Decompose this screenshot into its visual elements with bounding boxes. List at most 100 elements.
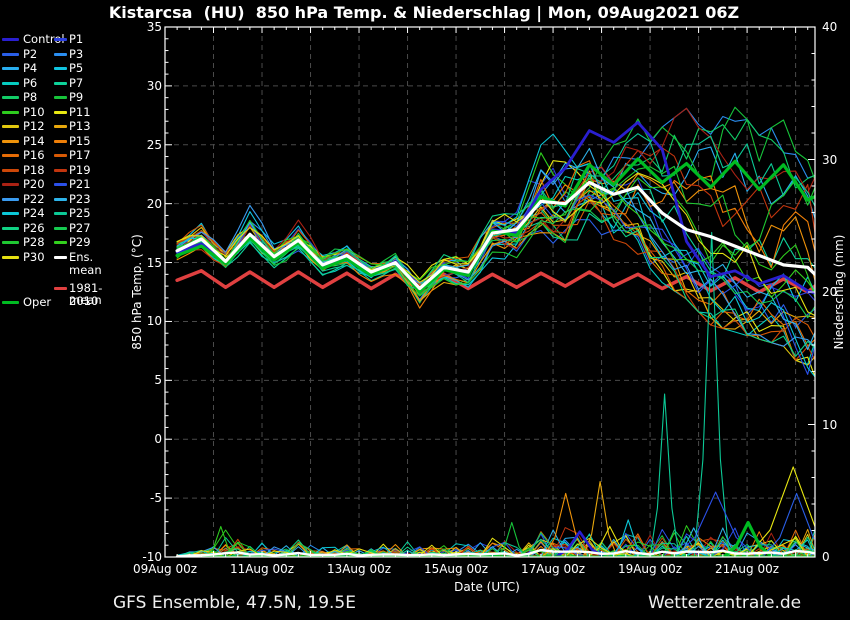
legend-swatch-p15	[54, 139, 67, 143]
legend-label-p19: P19	[69, 162, 91, 177]
series-temp-oper	[175, 157, 815, 294]
y-left-tick-neg5: -5	[150, 491, 162, 505]
legend-label-p7: P7	[69, 75, 84, 90]
legend-label-p21: P21	[69, 177, 91, 191]
legend-label-oper: Oper	[23, 295, 52, 309]
series-temp-ens-mean	[175, 180, 815, 291]
legend-swatch-p12	[2, 125, 19, 128]
footer-model-info: GFS Ensemble, 47.5N, 19.5E	[113, 593, 356, 613]
legend-label-ens-mean: Ens. mean	[69, 249, 102, 277]
legend-label-p20: P20	[23, 177, 45, 191]
legend-swatch-p29	[54, 241, 67, 244]
legend-swatch-p18	[2, 168, 19, 172]
legend-label-p9: P9	[69, 90, 84, 104]
legend-label-p1: P1	[69, 32, 84, 46]
y-right-tick-0: 0	[822, 550, 830, 564]
series-temp-p9	[176, 106, 815, 293]
y-right-tick-20: 20	[822, 285, 838, 299]
legend-swatch-p2	[2, 52, 19, 56]
precip-spike-p24	[610, 519, 646, 557]
precip-spike-p2	[762, 492, 815, 557]
precip-spike-p25	[649, 393, 680, 557]
legend-swatch-p21	[54, 183, 67, 186]
legend-label-p3: P3	[69, 46, 84, 61]
x-axis-label: Date (UTC)	[454, 580, 520, 594]
legend-swatch-p17	[54, 154, 67, 157]
y-left-tick-15: 15	[146, 256, 162, 270]
y-right-tick-30: 30	[822, 153, 838, 167]
x-tick-11aug: 11Aug 00z	[229, 562, 295, 576]
chart-title: Kistarcsa (HU) 850 hPa Temp. & Niedersch…	[108, 3, 740, 22]
series-temp-p11	[176, 160, 815, 378]
legend-swatch-p16	[2, 154, 19, 157]
legend-swatch-oper	[2, 301, 19, 304]
legend-swatch-p4	[2, 67, 19, 70]
legend-swatch-p9	[54, 96, 67, 99]
y-left-tick-30: 30	[146, 79, 162, 93]
legend-label-p10: P10	[23, 104, 45, 119]
legend-label-p27: P27	[69, 220, 91, 235]
legend-label-p5: P5	[69, 61, 84, 75]
legend-label-p18: P18	[23, 162, 45, 177]
x-tick-19aug: 19Aug 00z	[617, 562, 683, 576]
plot-area	[165, 27, 815, 557]
legend-swatch-p26	[2, 226, 19, 230]
legend-label-p4: P4	[23, 61, 38, 75]
series-precip-p15	[176, 531, 815, 557]
legend-label-p13: P13	[69, 119, 91, 133]
legend-label-control: Control	[23, 32, 65, 46]
series-precip-ens-mean	[175, 548, 815, 557]
footer-site-name: Wetterzentrale.de	[648, 593, 802, 613]
y-left-axis-label: 850 hPa Temp. (°C)	[130, 234, 144, 350]
legend-label-p8: P8	[23, 90, 38, 104]
series-precip-p22	[176, 544, 815, 557]
legend-swatch-p5	[54, 67, 67, 70]
precip-spike-p25	[693, 231, 730, 557]
legend-label-p6: P6	[23, 75, 38, 90]
legend-swatch-p20	[2, 183, 19, 186]
series-temp-p6	[176, 174, 815, 365]
legend-swatch-p19	[54, 168, 67, 172]
y-left-tick-5: 5	[154, 373, 162, 387]
legend-swatch-p6	[2, 81, 19, 85]
y-left-tick-neg10: -10	[142, 550, 162, 564]
legend-swatch-p30	[2, 255, 19, 259]
series-temp-control	[175, 121, 815, 295]
legend-label-p15: P15	[69, 133, 91, 148]
series-temp-p3	[176, 107, 815, 300]
legend-swatch-p28	[2, 241, 19, 244]
y-left-tick-0: 0	[154, 432, 162, 446]
legend-swatch-p7	[54, 81, 67, 85]
legend-label-climate-mean: 1981-2010	[69, 281, 103, 308]
legend-label-p12: P12	[23, 119, 45, 133]
legend-swatch-p10	[2, 110, 19, 114]
legend-label-p30: P30	[23, 249, 45, 264]
legend-label-p25: P25	[69, 206, 91, 220]
precip-spike-p21	[673, 491, 758, 557]
precip-spike-p9	[496, 521, 527, 557]
y-right-axis-label: Niederschlag (mm)	[832, 234, 846, 350]
series-climate-mean	[175, 269, 815, 294]
legend-swatch-climate-mean	[54, 287, 67, 290]
y-right-tick-40: 40	[822, 20, 838, 34]
x-tick-09aug: 09Aug 00z	[132, 562, 198, 576]
legend-swatch-p23	[54, 197, 67, 201]
legend-swatch-p25	[54, 212, 67, 215]
legend-label-p17: P17	[69, 148, 91, 162]
legend-swatch-p3	[54, 52, 67, 56]
legend-label-p29: P29	[69, 235, 91, 249]
legend-swatch-control	[2, 38, 19, 41]
y-left-tick-10: 10	[146, 314, 162, 328]
legend-swatch-p11	[54, 110, 67, 114]
x-tick-15aug: 15Aug 00z	[423, 562, 489, 576]
y-right-tick-10: 10	[822, 418, 838, 432]
legend-swatch-p1	[54, 38, 67, 41]
legend-label-p22: P22	[23, 191, 45, 206]
legend-swatch-p27	[54, 226, 67, 230]
precip-spike-p13	[582, 480, 618, 557]
y-left-tick-35: 35	[146, 20, 162, 34]
legend-swatch-p22	[2, 197, 19, 201]
precip-spike-oper	[722, 520, 774, 557]
